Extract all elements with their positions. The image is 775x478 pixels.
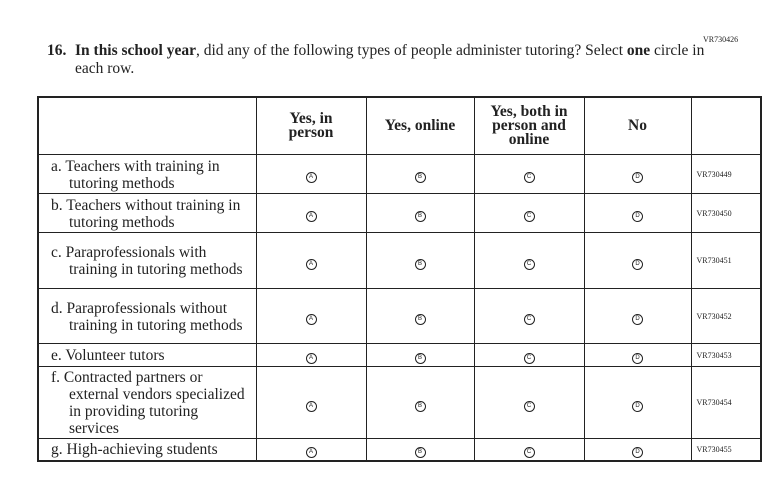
- row-code: VR730449: [690, 154, 762, 194]
- row-code: VR730451: [690, 232, 762, 289]
- option-cell: D: [583, 343, 692, 367]
- radio-circle[interactable]: D: [632, 211, 643, 222]
- option-cell: A: [255, 288, 367, 344]
- radio-circle[interactable]: C: [523, 258, 535, 270]
- item-row: b. Teachers without training in tutoring…: [37, 193, 762, 233]
- radio-circle[interactable]: D: [632, 258, 643, 270]
- item-label: a. Teachers with training in tutoring me…: [37, 154, 257, 194]
- radio-circle[interactable]: B: [414, 314, 426, 325]
- row-code: VR730453: [690, 343, 762, 367]
- option-cell: D: [583, 232, 692, 289]
- option-cell: B: [365, 438, 475, 461]
- option-cell: D: [583, 193, 692, 233]
- option-cell: A: [255, 366, 367, 439]
- option-cell: A: [255, 343, 367, 367]
- radio-circle[interactable]: A: [305, 258, 317, 270]
- radio-circle[interactable]: C: [523, 172, 535, 183]
- radio-circle[interactable]: C: [523, 353, 535, 364]
- radio-circle[interactable]: A: [305, 314, 317, 325]
- option-cell: A: [255, 232, 367, 289]
- radio-circle[interactable]: D: [632, 314, 643, 325]
- radio-circle[interactable]: B: [414, 172, 426, 183]
- option-cell: C: [473, 232, 585, 289]
- item-label: g. High-achieving students: [37, 438, 257, 461]
- radio-circle[interactable]: D: [632, 353, 643, 364]
- form-code: VR730426: [703, 35, 739, 44]
- question-emphasis: In this school year: [75, 42, 196, 59]
- row-code: VR730455: [690, 438, 762, 461]
- row-code: VR730454: [690, 366, 762, 439]
- option-header: Yes, both in person and online: [473, 96, 585, 155]
- question: 16. In this school year, did any of the f…: [47, 42, 715, 78]
- option-cell: A: [255, 193, 367, 233]
- item-label: c. Paraprofessionals with training in tu…: [37, 232, 257, 289]
- item-label: e. Volunteer tutors: [37, 343, 257, 367]
- option-cell: C: [473, 366, 585, 439]
- option-cell: D: [583, 288, 692, 344]
- question-text: circle in each row.: [75, 42, 705, 77]
- radio-circle[interactable]: D: [632, 447, 643, 459]
- option-cell: B: [365, 232, 475, 289]
- header-cell: [37, 96, 257, 155]
- item-label: d. Paraprofessionals without training in…: [37, 288, 257, 344]
- header-row: Yes, in person Yes, online Yes, both in pe…: [37, 96, 762, 155]
- option-cell: C: [473, 438, 585, 461]
- row-code: VR730452: [690, 288, 762, 344]
- option-cell: C: [473, 154, 585, 194]
- item-row: a. Teachers with training in tutoring me…: [37, 154, 762, 194]
- response-grid: Yes, in person Yes, online Yes, both in pe…: [37, 96, 762, 462]
- option-cell: D: [583, 438, 692, 461]
- radio-circle[interactable]: C: [523, 400, 535, 412]
- radio-circle[interactable]: B: [414, 211, 426, 222]
- option-cell: B: [365, 366, 475, 439]
- option-header: Yes, online: [365, 96, 475, 155]
- header-cell: [690, 96, 762, 155]
- option-cell: B: [365, 154, 475, 194]
- option-cell: D: [583, 154, 692, 194]
- item-row: f. Contracted partners or external vendo…: [37, 366, 762, 439]
- item-row: c. Paraprofessionals with training in tu…: [37, 232, 762, 289]
- radio-circle[interactable]: C: [523, 314, 535, 325]
- option-cell: A: [255, 438, 367, 461]
- radio-circle[interactable]: B: [414, 447, 426, 459]
- option-cell: C: [473, 343, 585, 367]
- radio-circle[interactable]: A: [305, 172, 317, 183]
- item-row: g. High-achieving students A B C D VR730455: [37, 438, 762, 461]
- item-row: e. Volunteer tutors A B C D VR730453: [37, 343, 762, 367]
- question-emphasis: one: [626, 42, 651, 59]
- item-label: f. Contracted partners or external vendo…: [37, 366, 257, 439]
- option-cell: B: [365, 193, 475, 233]
- radio-circle[interactable]: C: [523, 447, 535, 459]
- radio-circle[interactable]: A: [305, 353, 317, 364]
- item-label: b. Teachers without training in tutoring…: [37, 193, 257, 233]
- option-header: No: [583, 96, 692, 155]
- option-cell: C: [473, 288, 585, 344]
- radio-circle[interactable]: D: [632, 172, 643, 183]
- option-cell: B: [365, 288, 475, 344]
- radio-circle[interactable]: C: [523, 211, 535, 222]
- row-code: VR730450: [690, 193, 762, 233]
- radio-circle[interactable]: A: [305, 211, 317, 222]
- option-cell: B: [365, 343, 475, 367]
- radio-circle[interactable]: A: [305, 400, 317, 412]
- option-cell: D: [583, 366, 692, 439]
- radio-circle[interactable]: B: [414, 258, 426, 270]
- item-row: d. Paraprofessionals without training in…: [37, 288, 762, 344]
- radio-circle[interactable]: B: [414, 353, 426, 364]
- radio-circle[interactable]: B: [414, 400, 426, 412]
- radio-circle[interactable]: A: [305, 447, 317, 459]
- option-cell: A: [255, 154, 367, 194]
- question-text: , did any of the following types of peop…: [196, 42, 627, 59]
- radio-circle[interactable]: D: [632, 400, 643, 412]
- option-cell: C: [473, 193, 585, 233]
- question-number: 16.: [47, 42, 67, 59]
- option-header: Yes, in person: [255, 96, 367, 155]
